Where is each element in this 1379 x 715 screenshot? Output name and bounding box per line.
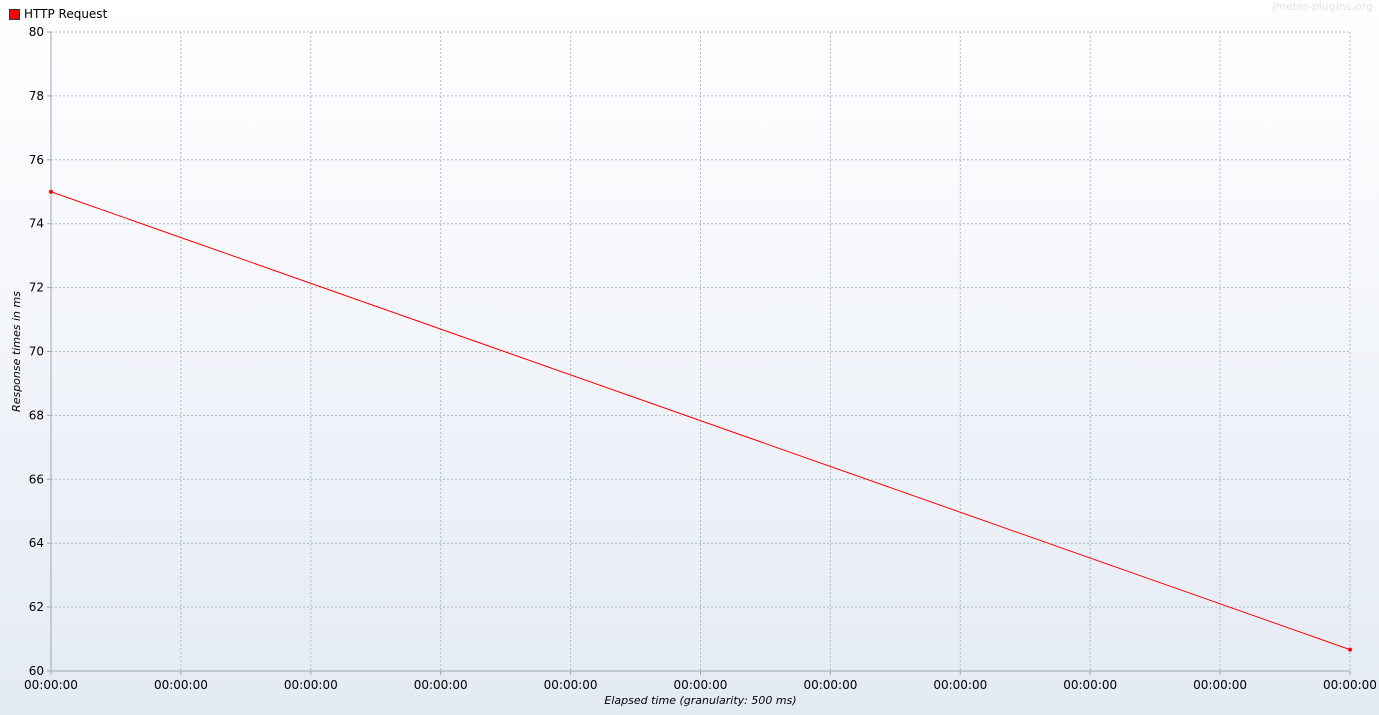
x-tick-label: 00:00:00 [154,678,208,692]
data-point [1348,647,1352,652]
y-tick-label: 68 [29,408,44,422]
legend-label: HTTP Request [24,7,108,21]
y-tick-label: 64 [29,536,44,550]
y-tick-label: 72 [29,281,44,295]
legend-swatch [9,8,20,20]
y-tick-label: 70 [29,345,44,359]
series-line [50,191,1351,651]
y-tick-label: 62 [29,600,44,614]
legend: HTTP Request [9,7,107,21]
x-tick-label: 00:00:00 [24,678,78,692]
x-tick-label: 00:00:00 [1193,678,1247,692]
y-tick-label: 66 [29,472,44,486]
x-tick-label: 00:00:00 [803,678,857,692]
x-axis-title: Elapsed time (granularity: 500 ms) [604,694,796,707]
x-tick-label: 00:00:00 [544,678,598,692]
y-axis-title: Response times in ms [10,291,23,412]
data-point [49,189,53,194]
x-tick-label: 00:00:00 [284,678,338,692]
y-tick-label: 74 [29,217,44,231]
x-tick-label: 00:00:00 [1063,678,1117,692]
x-tick-label: 00:00:00 [933,678,987,692]
y-tick-label: 78 [29,89,44,103]
y-tick-label: 76 [29,153,44,167]
y-tick-label: 60 [29,664,44,678]
watermark: jmeter-plugins.org [1272,0,1373,13]
y-tick-label: 80 [29,25,44,39]
x-tick-label: 00:00:00 [414,678,468,692]
x-tick-label: 00:00:00 [1323,678,1377,692]
x-tick-label: 00:00:00 [674,678,728,692]
